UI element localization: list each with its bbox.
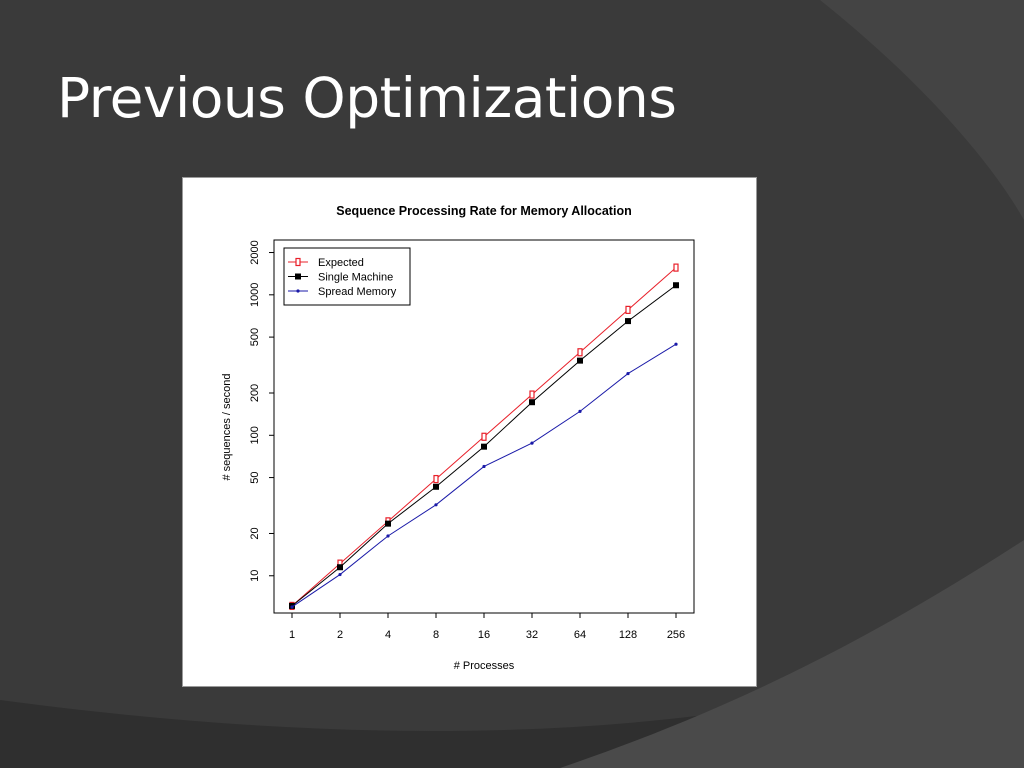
x-tick-label: 64 [574, 629, 586, 641]
data-point [578, 409, 582, 413]
x-tick-label: 32 [526, 629, 538, 641]
data-point [296, 289, 300, 293]
chart-frame: Sequence Processing Rate for Memory Allo… [182, 177, 757, 687]
series-line [291, 343, 677, 608]
y-tick-label: 20 [249, 527, 261, 539]
data-point [625, 318, 631, 325]
data-point [673, 282, 679, 289]
background-swoosh-light [560, 540, 1024, 768]
legend-item: Spread Memory [288, 286, 397, 298]
data-point [295, 257, 301, 267]
x-tick-label: 256 [667, 629, 685, 641]
series-single-machine [289, 282, 679, 609]
series-layer [289, 263, 679, 611]
background-swoosh-arc [820, 0, 1024, 220]
data-point [481, 443, 487, 450]
series-expected [289, 263, 679, 611]
data-point [673, 263, 679, 272]
y-axis: 10 20 50 100 200 500 1000 2000 [249, 240, 274, 582]
x-tick-label: 128 [619, 629, 637, 641]
x-tick-label: 16 [478, 629, 490, 641]
x-tick-label: 8 [433, 629, 439, 641]
y-axis-label: # sequences / second [221, 373, 233, 480]
y-tick-label: 100 [249, 426, 261, 444]
y-tick-label: 50 [249, 471, 261, 483]
legend-label: Spread Memory [318, 286, 397, 298]
data-point [529, 390, 535, 399]
x-axis: 1 2 4 8 16 32 64 128 256 [289, 613, 685, 641]
data-point [481, 432, 487, 441]
data-point [530, 441, 534, 445]
data-point [290, 605, 294, 609]
legend: Expected Single Machine Spread Memory [283, 247, 411, 306]
y-tick-label: 1000 [249, 283, 261, 307]
data-point [434, 503, 438, 507]
data-point [625, 305, 631, 314]
x-tick-label: 2 [337, 629, 343, 641]
y-tick-label: 2000 [249, 240, 261, 264]
data-point [433, 474, 439, 484]
data-point [529, 399, 535, 406]
data-point [337, 564, 343, 571]
legend-item: Expected [288, 257, 364, 269]
x-tick-label: 1 [289, 629, 295, 641]
data-point [674, 342, 678, 346]
legend-label: Expected [318, 257, 364, 269]
data-point [577, 348, 583, 357]
x-axis-label: # Processes [454, 660, 515, 672]
data-point [433, 483, 439, 490]
line-chart: Sequence Processing Rate for Memory Allo… [221, 204, 695, 672]
data-point [295, 273, 301, 280]
data-point [482, 464, 486, 469]
data-point [386, 534, 390, 538]
slide-title: Previous Optimizations [57, 66, 677, 130]
legend-item: Single Machine [288, 272, 393, 284]
data-point [626, 371, 630, 376]
legend-label: Single Machine [318, 272, 393, 284]
chart-title: Sequence Processing Rate for Memory Allo… [336, 204, 631, 218]
data-point [338, 572, 342, 577]
series-spread-memory [290, 342, 678, 609]
data-point [577, 357, 583, 364]
y-tick-label: 10 [249, 570, 261, 582]
y-tick-label: 500 [249, 328, 261, 346]
y-tick-label: 200 [249, 384, 261, 402]
x-tick-label: 4 [385, 629, 391, 641]
data-point [385, 520, 391, 527]
